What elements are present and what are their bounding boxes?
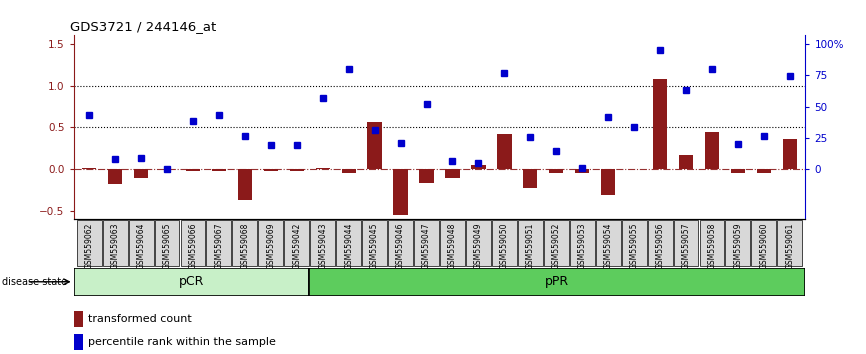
FancyBboxPatch shape [77, 221, 101, 266]
Text: pCR: pCR [178, 275, 204, 288]
FancyBboxPatch shape [778, 221, 802, 266]
Bar [601, 169, 616, 195]
FancyBboxPatch shape [466, 221, 491, 266]
Bar [367, 121, 382, 169]
Bar [575, 169, 590, 173]
Text: GSM559051: GSM559051 [526, 223, 535, 269]
Text: GSM559047: GSM559047 [422, 223, 431, 269]
Bar [497, 134, 512, 169]
FancyBboxPatch shape [362, 221, 387, 266]
FancyBboxPatch shape [518, 221, 543, 266]
FancyBboxPatch shape [336, 221, 361, 266]
Bar [212, 169, 226, 171]
Bar [523, 169, 538, 188]
FancyBboxPatch shape [726, 221, 750, 266]
FancyBboxPatch shape [570, 221, 595, 266]
FancyBboxPatch shape [74, 268, 309, 296]
Text: GSM559056: GSM559056 [656, 223, 664, 269]
Text: pPR: pPR [545, 275, 569, 288]
Bar [731, 169, 745, 173]
FancyBboxPatch shape [648, 221, 673, 266]
Text: GSM559054: GSM559054 [604, 223, 612, 269]
Text: GSM559042: GSM559042 [292, 223, 301, 269]
FancyBboxPatch shape [258, 221, 283, 266]
Bar [341, 169, 356, 173]
Bar [445, 169, 460, 178]
FancyBboxPatch shape [414, 221, 439, 266]
Text: GSM559058: GSM559058 [708, 223, 716, 269]
Bar [679, 155, 693, 169]
Text: GSM559052: GSM559052 [552, 223, 561, 269]
FancyBboxPatch shape [492, 221, 517, 266]
Text: GSM559048: GSM559048 [448, 223, 457, 269]
FancyBboxPatch shape [388, 221, 413, 266]
FancyBboxPatch shape [440, 221, 465, 266]
Bar [471, 165, 486, 169]
FancyBboxPatch shape [310, 221, 335, 266]
FancyBboxPatch shape [232, 221, 257, 266]
Text: GSM559068: GSM559068 [241, 223, 249, 269]
Text: GSM559053: GSM559053 [578, 223, 587, 269]
Bar [549, 169, 564, 173]
Text: GSM559045: GSM559045 [370, 223, 379, 269]
FancyBboxPatch shape [206, 221, 231, 266]
Text: transformed count: transformed count [88, 314, 192, 324]
Text: GDS3721 / 244146_at: GDS3721 / 244146_at [70, 20, 216, 33]
Text: GSM559063: GSM559063 [111, 223, 120, 269]
Bar [134, 169, 148, 178]
Bar [74, 334, 83, 350]
Text: GSM559069: GSM559069 [267, 223, 275, 269]
Bar [419, 169, 434, 183]
Bar [757, 169, 771, 173]
FancyBboxPatch shape [129, 221, 153, 266]
Text: GSM559066: GSM559066 [189, 223, 197, 269]
Bar [238, 169, 252, 200]
Bar [82, 167, 96, 169]
FancyBboxPatch shape [674, 221, 699, 266]
Bar [393, 169, 408, 215]
Text: GSM559065: GSM559065 [163, 223, 171, 269]
FancyBboxPatch shape [700, 221, 725, 266]
Bar [186, 169, 200, 171]
FancyBboxPatch shape [544, 221, 569, 266]
Text: disease state: disease state [2, 277, 67, 287]
Bar [263, 169, 278, 171]
Text: GSM559050: GSM559050 [500, 223, 509, 269]
Text: GSM559059: GSM559059 [734, 223, 742, 269]
FancyBboxPatch shape [284, 221, 309, 266]
Text: GSM559044: GSM559044 [344, 223, 353, 269]
FancyBboxPatch shape [309, 268, 805, 296]
Text: GSM559043: GSM559043 [318, 223, 327, 269]
Bar [74, 311, 83, 327]
Text: GSM559064: GSM559064 [137, 223, 145, 269]
Text: GSM559049: GSM559049 [474, 223, 483, 269]
Bar [289, 169, 304, 171]
Text: percentile rank within the sample: percentile rank within the sample [88, 337, 276, 347]
Bar [653, 79, 667, 169]
FancyBboxPatch shape [180, 221, 205, 266]
FancyBboxPatch shape [103, 221, 127, 266]
Bar [315, 167, 330, 169]
Text: GSM559057: GSM559057 [682, 223, 690, 269]
Bar [783, 139, 797, 169]
FancyBboxPatch shape [596, 221, 621, 266]
Text: GSM559067: GSM559067 [215, 223, 223, 269]
Text: GSM559061: GSM559061 [785, 223, 794, 269]
Text: GSM559055: GSM559055 [630, 223, 638, 269]
Text: GSM559062: GSM559062 [85, 223, 94, 269]
Bar [108, 169, 122, 184]
FancyBboxPatch shape [622, 221, 647, 266]
FancyBboxPatch shape [752, 221, 776, 266]
Text: GSM559046: GSM559046 [396, 223, 405, 269]
Bar [705, 132, 719, 169]
FancyBboxPatch shape [154, 221, 179, 266]
Text: GSM559060: GSM559060 [759, 223, 768, 269]
